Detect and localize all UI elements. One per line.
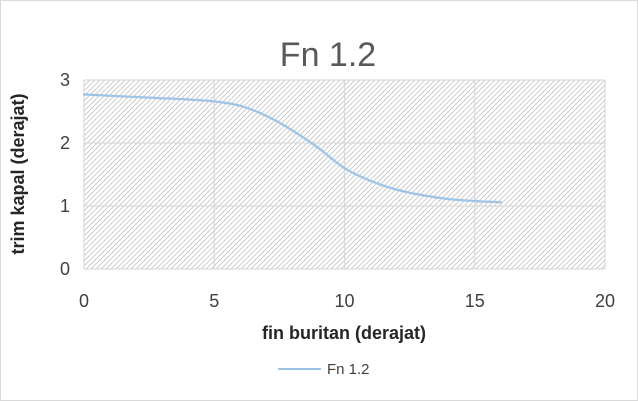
x-tick-labels: 0 5 10 15 20 — [79, 291, 615, 311]
y-tick-label: 2 — [60, 133, 70, 153]
x-tick-label: 0 — [79, 291, 89, 311]
y-tick-labels: 0 1 2 3 — [60, 70, 70, 279]
y-tick-label: 0 — [60, 259, 70, 279]
y-axis-title: trim kapal (derajat) — [8, 93, 28, 254]
y-tick-label: 3 — [60, 70, 70, 90]
y-tick-label: 1 — [60, 196, 70, 216]
gridlines — [83, 79, 606, 270]
x-tick-label: 20 — [595, 291, 615, 311]
x-tick-label: 10 — [334, 291, 354, 311]
legend-label: Fn 1.2 — [327, 361, 370, 378]
legend: Fn 1.2 — [278, 361, 370, 378]
x-tick-label: 5 — [209, 291, 219, 311]
x-axis-title: fin buritan (derajat) — [262, 323, 426, 343]
series-line — [82, 93, 502, 204]
series-layer — [82, 93, 502, 204]
chart-title: Fn 1.2 — [280, 36, 376, 74]
x-tick-label: 15 — [465, 291, 485, 311]
